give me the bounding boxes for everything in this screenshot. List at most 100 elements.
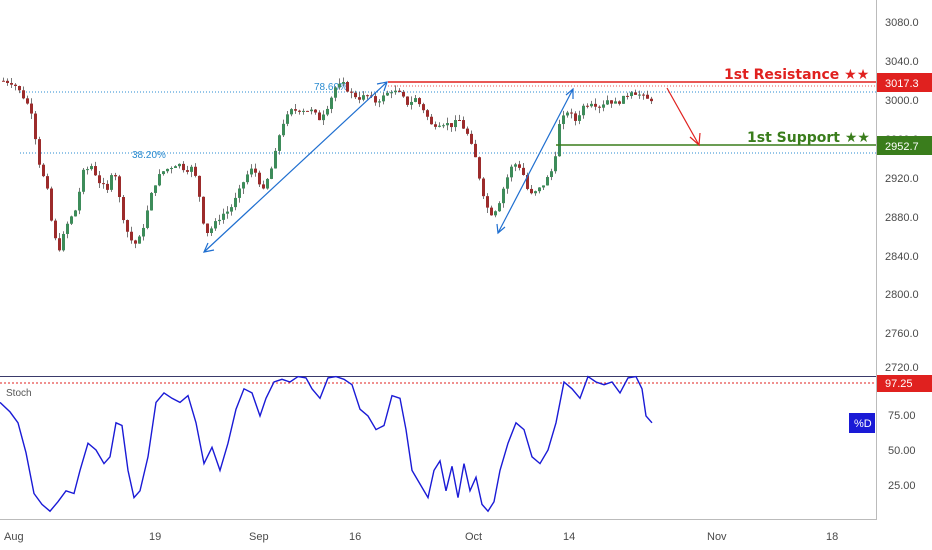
candle — [222, 213, 225, 220]
candle — [430, 116, 433, 125]
candle — [162, 171, 165, 175]
candle — [346, 82, 349, 92]
candle — [482, 178, 485, 197]
candle — [314, 109, 317, 113]
candle — [434, 124, 437, 127]
fib-label-38: 38.20% — [132, 150, 166, 161]
candle — [390, 92, 393, 94]
candle — [366, 95, 369, 97]
candle — [158, 174, 161, 186]
candle — [110, 175, 113, 190]
candle — [302, 110, 305, 112]
candle — [294, 109, 297, 111]
candle — [546, 177, 549, 186]
candle — [274, 150, 277, 169]
support-tag — [877, 136, 932, 155]
candle — [550, 171, 553, 178]
date-label: Oct — [465, 531, 482, 543]
candle — [266, 178, 269, 189]
candle — [626, 95, 629, 97]
candle — [42, 164, 45, 177]
stoch-d-tag — [849, 413, 875, 433]
price-tick: 2760.0 — [885, 328, 919, 340]
stoch-tick: 50.00 — [888, 445, 916, 457]
candle — [126, 220, 129, 232]
candle — [582, 105, 585, 116]
price-tick: 2800.0 — [885, 289, 919, 301]
candle — [470, 133, 473, 144]
candle — [14, 84, 17, 87]
candle — [290, 109, 293, 115]
candle — [490, 207, 493, 216]
candle — [46, 176, 49, 189]
candle — [474, 143, 477, 158]
candles — [2, 77, 653, 252]
candle — [146, 210, 149, 228]
candle — [182, 163, 185, 171]
arrow-head-icon — [689, 132, 701, 147]
candle — [58, 238, 61, 251]
candle — [6, 80, 9, 83]
candle — [574, 113, 577, 121]
candle — [142, 227, 145, 237]
candle — [30, 103, 33, 114]
arrow-head-icon — [565, 87, 574, 99]
stoch-tick: 25.00 — [888, 480, 916, 492]
candle — [422, 104, 425, 111]
candle — [586, 105, 589, 107]
candle — [206, 223, 209, 233]
candle — [378, 101, 381, 103]
candle — [78, 191, 81, 211]
candle — [442, 125, 445, 127]
candle — [610, 100, 613, 104]
candle — [118, 176, 121, 198]
candle — [202, 196, 205, 224]
candle — [210, 228, 213, 233]
candle — [374, 96, 377, 103]
candle — [350, 91, 353, 93]
stoch-level-tag-text: 97.25 — [885, 378, 913, 390]
candle — [250, 168, 253, 175]
candle — [594, 103, 597, 107]
candle — [318, 112, 321, 121]
candle — [246, 174, 249, 183]
candle — [566, 112, 569, 116]
date-label: Nov — [707, 531, 727, 543]
candle — [542, 185, 545, 188]
candle — [262, 184, 265, 189]
candle — [106, 183, 109, 190]
candle — [622, 95, 625, 104]
candle — [134, 240, 137, 244]
price-tick: 2720.0 — [885, 362, 919, 374]
candle — [198, 175, 201, 197]
candle — [498, 203, 501, 212]
candle — [326, 108, 329, 115]
candle — [334, 87, 337, 98]
candle — [418, 98, 421, 105]
candle — [186, 170, 189, 172]
resistance-tag — [877, 73, 932, 92]
date-label: 14 — [563, 531, 575, 543]
candle — [530, 188, 533, 194]
candle — [394, 90, 397, 93]
candle — [178, 163, 181, 167]
candle — [562, 115, 565, 125]
candle — [410, 101, 413, 105]
price-tick: 2920.0 — [885, 173, 919, 185]
candle — [254, 168, 257, 173]
candle — [322, 114, 325, 121]
candle — [446, 123, 449, 126]
candle — [650, 98, 653, 102]
candle — [190, 166, 193, 172]
candle — [642, 94, 645, 96]
time-axis[interactable]: Aug 19 Sep 16 Oct 14 Nov 18 — [4, 531, 838, 543]
candle — [330, 97, 333, 109]
arrow-head-icon — [496, 223, 506, 235]
candle — [494, 211, 497, 216]
candle — [18, 86, 21, 91]
candle — [454, 120, 457, 128]
candle — [514, 164, 517, 167]
candle — [22, 90, 25, 99]
candle — [166, 168, 169, 172]
